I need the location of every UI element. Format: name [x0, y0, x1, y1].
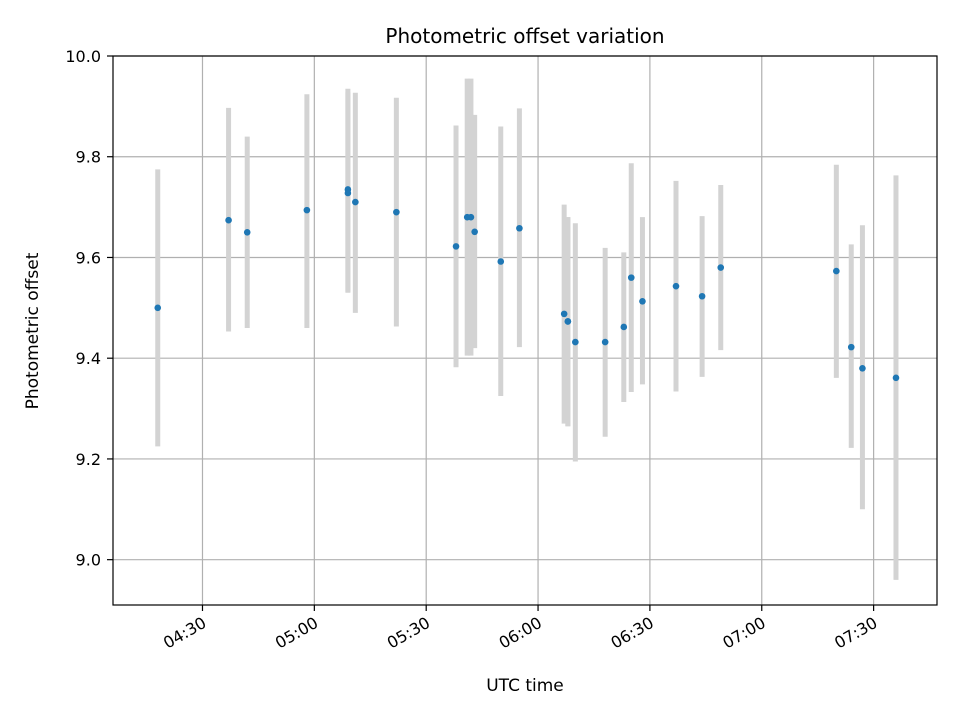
y-tick-label: 10.0 — [65, 47, 101, 66]
data-point — [572, 338, 579, 346]
data-point — [620, 323, 628, 331]
y-tick-label: 9.6 — [76, 248, 101, 267]
grid — [113, 55, 937, 605]
data-point — [717, 264, 725, 271]
y-tick-label: 9.8 — [76, 148, 101, 167]
data-point — [243, 228, 251, 236]
data-point — [847, 343, 855, 351]
data-point — [303, 206, 311, 214]
y-tick-label: 9.0 — [76, 551, 101, 570]
data-point — [564, 318, 572, 325]
x-axis-title: UTC time — [486, 676, 564, 696]
data-point — [393, 208, 400, 216]
data-point — [892, 374, 900, 382]
data-point — [516, 224, 523, 232]
data-point — [560, 310, 568, 318]
y-axis: 9.0 9.2 9.4 9.6 9.8 10.0 — [65, 47, 113, 570]
data-point — [471, 228, 478, 236]
data-points — [154, 186, 900, 382]
plot-area — [113, 56, 937, 605]
data-point — [497, 258, 505, 265]
data-point — [833, 267, 840, 275]
data-point — [344, 189, 352, 197]
data-point — [352, 198, 359, 206]
data-point — [698, 292, 706, 300]
data-point — [225, 216, 232, 224]
data-point — [627, 274, 635, 281]
data-point — [639, 297, 646, 305]
y-tick-label: 9.2 — [76, 450, 101, 469]
data-point — [467, 213, 475, 221]
y-tick-label: 9.4 — [76, 349, 101, 368]
chart-title: Photometric offset variation — [385, 24, 664, 48]
data-point — [452, 243, 460, 250]
data-point — [154, 304, 162, 312]
data-point — [859, 364, 866, 372]
data-point — [672, 282, 680, 290]
y-axis-title: Photometric offset — [23, 252, 43, 409]
plot-frame — [112, 55, 938, 606]
data-point — [601, 338, 609, 346]
